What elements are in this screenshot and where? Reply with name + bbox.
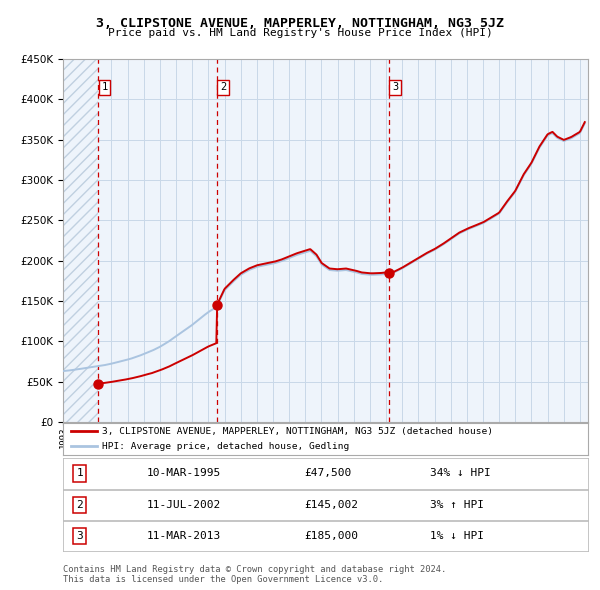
Bar bbox=[63, 59, 98, 422]
Text: Contains HM Land Registry data © Crown copyright and database right 2024.
This d: Contains HM Land Registry data © Crown c… bbox=[63, 565, 446, 584]
Text: 3: 3 bbox=[392, 82, 398, 92]
Text: 11-MAR-2013: 11-MAR-2013 bbox=[147, 531, 221, 541]
Text: 1: 1 bbox=[76, 468, 83, 478]
Text: 11-JUL-2002: 11-JUL-2002 bbox=[147, 500, 221, 510]
Text: £185,000: £185,000 bbox=[305, 531, 359, 541]
Text: 3, CLIPSTONE AVENUE, MAPPERLEY, NOTTINGHAM, NG3 5JZ (detached house): 3, CLIPSTONE AVENUE, MAPPERLEY, NOTTINGH… bbox=[103, 427, 493, 435]
Text: 3: 3 bbox=[76, 531, 83, 541]
Text: 3% ↑ HPI: 3% ↑ HPI bbox=[431, 500, 485, 510]
Text: £145,002: £145,002 bbox=[305, 500, 359, 510]
Text: 1: 1 bbox=[101, 82, 107, 92]
Text: HPI: Average price, detached house, Gedling: HPI: Average price, detached house, Gedl… bbox=[103, 442, 350, 451]
Text: 34% ↓ HPI: 34% ↓ HPI bbox=[431, 468, 491, 478]
Text: 10-MAR-1995: 10-MAR-1995 bbox=[147, 468, 221, 478]
Text: 2: 2 bbox=[76, 500, 83, 510]
Text: Price paid vs. HM Land Registry's House Price Index (HPI): Price paid vs. HM Land Registry's House … bbox=[107, 28, 493, 38]
Text: £47,500: £47,500 bbox=[305, 468, 352, 478]
Text: 2: 2 bbox=[220, 82, 226, 92]
Text: 1% ↓ HPI: 1% ↓ HPI bbox=[431, 531, 485, 541]
Text: 3, CLIPSTONE AVENUE, MAPPERLEY, NOTTINGHAM, NG3 5JZ: 3, CLIPSTONE AVENUE, MAPPERLEY, NOTTINGH… bbox=[96, 17, 504, 30]
